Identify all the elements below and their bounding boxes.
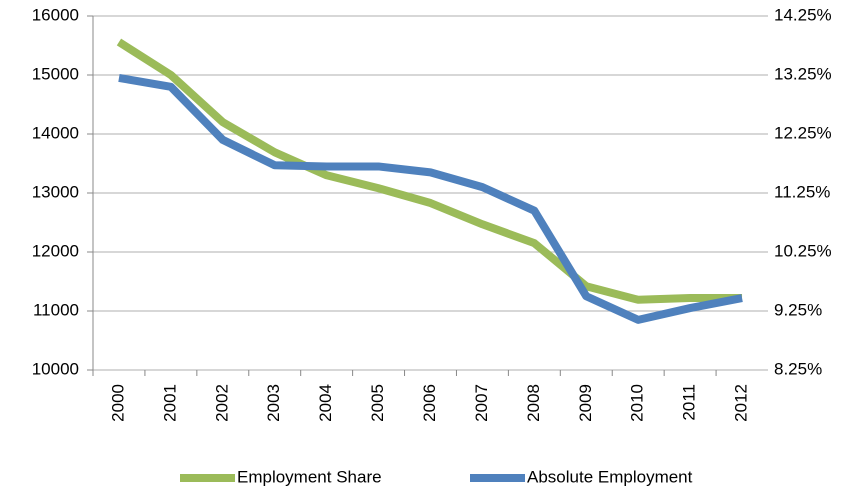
legend-label: Employment Share xyxy=(237,467,382,486)
x-tick-label: 2011 xyxy=(680,384,699,421)
y-tick-label: 10000 xyxy=(32,359,79,378)
x-tick-label: 2000 xyxy=(108,384,127,422)
x-tick-label: 2008 xyxy=(524,384,543,422)
x-tick-label: 2012 xyxy=(732,384,751,422)
y2-tick-label: 9.25% xyxy=(774,300,822,319)
y2-tick-label: 11.25% xyxy=(774,182,830,201)
y-tick-label: 14000 xyxy=(32,123,79,142)
x-tick-label: 2009 xyxy=(576,384,595,422)
y-tick-label: 12000 xyxy=(32,241,79,260)
x-tick-label: 2006 xyxy=(420,384,439,422)
x-tick-label: 2005 xyxy=(368,384,387,422)
x-tick-label: 2004 xyxy=(316,384,335,422)
x-tick-label: 2003 xyxy=(264,384,283,422)
x-tick-label: 2001 xyxy=(160,384,179,422)
y2-tick-label: 12.25% xyxy=(774,123,832,142)
x-tick-label: 2010 xyxy=(628,384,647,422)
y2-tick-label: 13.25% xyxy=(774,64,832,83)
legend-label: Absolute Employment xyxy=(527,467,693,486)
y-tick-label: 15000 xyxy=(32,64,79,83)
y-tick-label: 11000 xyxy=(33,300,79,319)
x-tick-label: 2002 xyxy=(212,384,231,422)
series-line xyxy=(116,38,743,304)
y-tick-label: 16000 xyxy=(32,5,79,24)
y-tick-label: 13000 xyxy=(32,182,79,201)
x-tick-label: 2007 xyxy=(472,384,491,422)
y2-tick-label: 8.25% xyxy=(774,359,822,378)
y2-tick-label: 10.25% xyxy=(774,241,832,260)
series-line xyxy=(118,74,743,324)
y2-tick-label: 14.25% xyxy=(774,5,832,24)
